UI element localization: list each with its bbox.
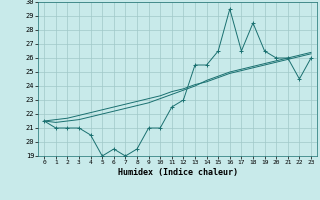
X-axis label: Humidex (Indice chaleur): Humidex (Indice chaleur) [118,168,238,177]
